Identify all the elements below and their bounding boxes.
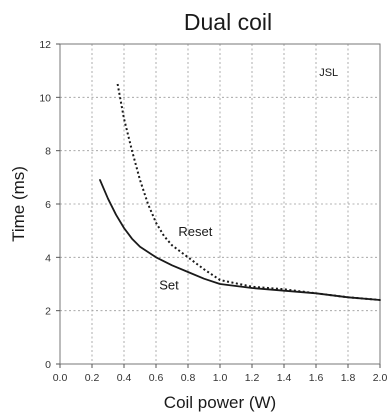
y-axis-label: Time (ms) xyxy=(9,166,28,242)
x-axis-label: Coil power (W) xyxy=(164,393,276,412)
x-tick-label: 2.0 xyxy=(373,372,388,384)
x-tick-label: 1.0 xyxy=(213,372,228,384)
series-lines xyxy=(99,83,381,301)
y-tick-label: 8 xyxy=(45,146,51,158)
chart-title: Dual coil xyxy=(184,9,272,35)
y-tick-label: 0 xyxy=(45,359,51,371)
annotation-jsl: JSL xyxy=(319,67,338,79)
y-tick-label: 6 xyxy=(45,199,51,211)
grid xyxy=(60,44,380,364)
x-tick-label: 1.8 xyxy=(341,372,356,384)
x-tick-label: 1.2 xyxy=(245,372,260,384)
x-tick-label: 0.8 xyxy=(181,372,196,384)
y-tick-label: 10 xyxy=(39,92,51,104)
x-tick-label: 1.4 xyxy=(277,372,292,384)
x-tick-label: 0.0 xyxy=(53,372,68,384)
y-tick-label: 4 xyxy=(45,252,51,264)
x-tick-label: 1.6 xyxy=(309,372,324,384)
annotations: Reset Set JSL xyxy=(159,67,338,292)
y-tick-label: 2 xyxy=(45,306,51,318)
annotation-set: Set xyxy=(159,277,179,292)
series-set-line xyxy=(99,179,381,301)
y-tick-label: 12 xyxy=(39,39,51,51)
x-tick-label: 0.2 xyxy=(85,372,100,384)
x-tick-label: 0.4 xyxy=(117,372,132,384)
x-tick-label: 0.6 xyxy=(149,372,164,384)
annotation-reset: Reset xyxy=(178,224,212,239)
series-reset-line xyxy=(116,83,381,301)
axis-ticks: 0.0 0.2 0.4 0.6 0.8 1.0 1.2 1.4 1.6 1.8 2.0 0 2 4 6 8 10… xyxy=(39,39,387,384)
